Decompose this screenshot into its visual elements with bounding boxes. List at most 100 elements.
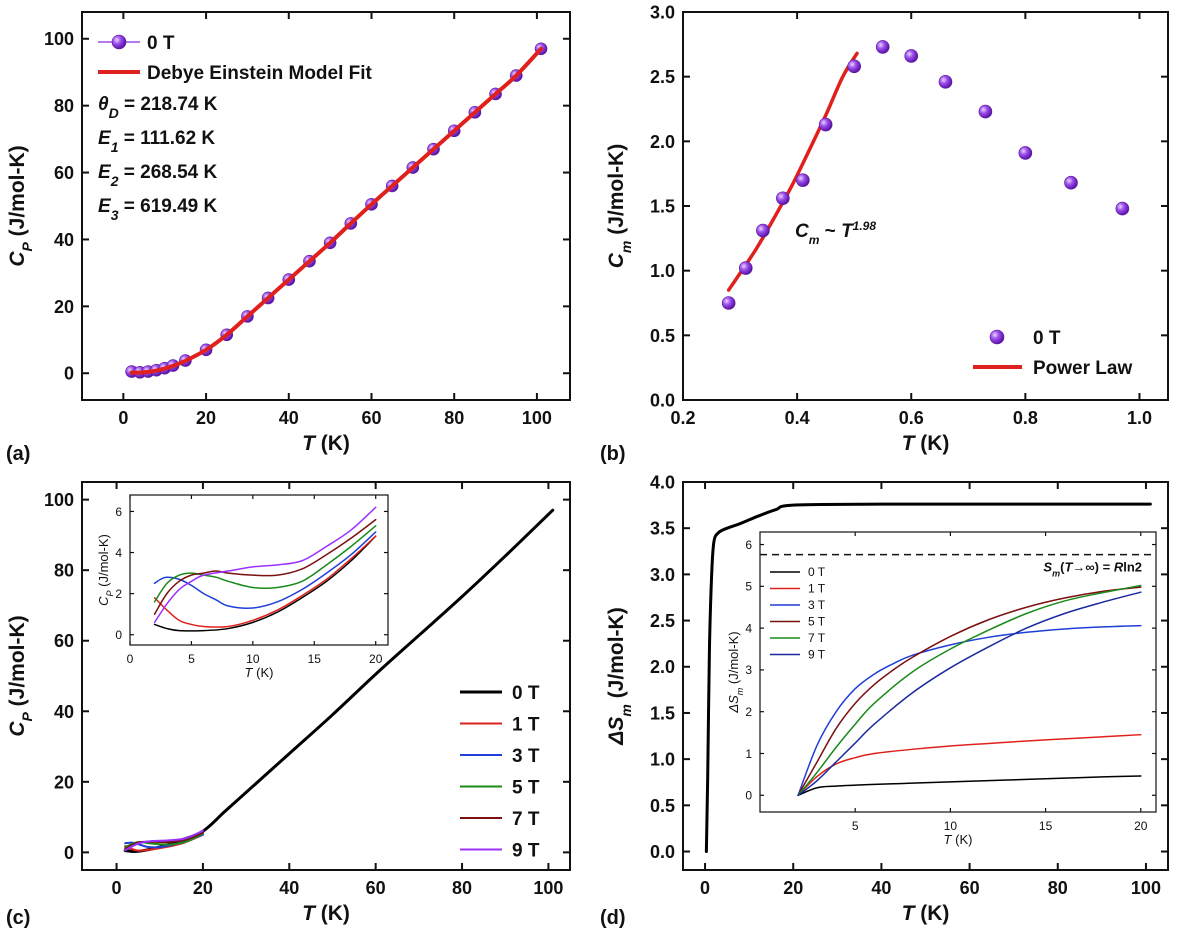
- x-tick-label: 0.6: [899, 408, 924, 428]
- inset-background: [130, 495, 388, 645]
- x-tick-label: 15: [1039, 819, 1053, 833]
- x-tick-label: 20: [196, 408, 216, 428]
- series-line: [797, 775, 1142, 797]
- parameter-annotation: θD = 218.74 K: [98, 94, 218, 121]
- plot-frame: [81, 481, 571, 871]
- series-line: [726, 51, 859, 292]
- data-point: [1064, 175, 1078, 190]
- y-tick-label: 20: [54, 297, 74, 317]
- x-tick-label: 40: [279, 878, 299, 898]
- x-axis-label: T (K): [302, 432, 350, 455]
- y-tick-label: 0: [745, 789, 752, 803]
- legend-label: 3 T: [512, 746, 540, 767]
- legend-label: 1 T: [512, 715, 540, 736]
- legend-label-fit: Debye Einstein Model Fit: [147, 63, 373, 84]
- data-point: [978, 104, 993, 119]
- y-tick-label: 6: [745, 538, 752, 552]
- series-line: [153, 535, 377, 628]
- x-axis-label: T (K): [902, 902, 950, 925]
- y-tick-label: 1.5: [650, 703, 675, 723]
- y-axis-label: ΔSm (J/mol-K): [605, 607, 634, 745]
- y-tick-label: 0: [115, 628, 122, 642]
- data-point: [938, 75, 953, 89]
- legend-marker-0T: [989, 329, 1005, 345]
- y-tick-label: 100: [44, 490, 74, 510]
- y-tick-label: 3: [745, 663, 752, 677]
- y-tick-label: 60: [54, 163, 74, 183]
- x-axis-label: T (K): [302, 902, 350, 925]
- y-tick-label: 3.0: [650, 2, 675, 22]
- x-tick-label: 80: [1048, 878, 1068, 898]
- plot-frame: [129, 494, 389, 646]
- parameter-annotation: E2 = 268.54 K: [98, 162, 218, 189]
- data-point: [796, 173, 810, 187]
- y-tick-label: 6: [115, 505, 122, 519]
- legend-label: 9 T: [512, 841, 540, 862]
- y-tick-label: 2: [115, 587, 122, 601]
- x-tick-label: 15: [308, 652, 322, 666]
- inset-legend-label: 7 T: [808, 631, 826, 645]
- y-tick-label: 40: [54, 230, 74, 250]
- x-tick-label: 40: [871, 878, 891, 898]
- inset-legend-label: 3 T: [808, 598, 826, 612]
- y-tick-label: 1: [745, 747, 752, 761]
- y-tick-label: 0.5: [650, 326, 675, 346]
- series-line: [797, 586, 1142, 797]
- x-tick-label: 0: [700, 878, 710, 898]
- panel-b: 0.2 0.4 0.6 0.8 1.0 0.0 0.5 1.0 1.5 2.0 2.5 3.0 T (K…: [600, 2, 1169, 465]
- series-line: [797, 591, 1142, 797]
- x-tick-label: 1.0: [1127, 408, 1152, 428]
- series-line: [124, 831, 204, 850]
- series-line: [129, 46, 544, 375]
- inset-legend-label: 1 T: [808, 582, 826, 596]
- y-tick-label: 2: [745, 705, 752, 719]
- x-tick-label: 60: [366, 878, 386, 898]
- inset-background: [760, 532, 1156, 812]
- legend-label: 7 T: [512, 809, 540, 830]
- x-tick-label: 80: [452, 878, 472, 898]
- legend-label: 0 T: [512, 683, 540, 704]
- data-point: [1018, 146, 1033, 160]
- x-tick-label: 20: [369, 652, 383, 666]
- x-tick-label: 0.4: [785, 408, 810, 428]
- parameter-annotation: E1 = 111.62 K: [98, 128, 215, 155]
- x-tick-label: 10: [944, 819, 958, 833]
- y-axis-label: CP (J/mol-K): [6, 145, 35, 266]
- plot-frame: [682, 11, 1169, 401]
- y-tick-label: 4: [745, 621, 752, 635]
- legend-label-0T: 0 T: [147, 33, 175, 54]
- data-point: [738, 261, 753, 275]
- power-law-annotation: Cm ~ T1.98: [795, 219, 876, 247]
- x-tick-label: 0.2: [670, 408, 695, 428]
- x-tick-label: 100: [522, 408, 552, 428]
- x-tick-label: 80: [444, 408, 464, 428]
- data-point: [847, 59, 861, 74]
- y-tick-label: 0.0: [650, 390, 675, 410]
- y-tick-label: 3.0: [650, 565, 675, 585]
- legend: 0 T 1 T 3 T 5 T 7 T 9 T: [460, 683, 540, 862]
- y-tick-label: 1.0: [650, 750, 675, 770]
- y-tick-label: 5: [745, 580, 752, 594]
- series-line: [797, 733, 1142, 797]
- panel-a: 0 20 40 60 80 100 0 20 40 60 80 100 T (K) CP (J/mol-K…: [6, 11, 571, 465]
- legend-marker-0T: [111, 34, 127, 50]
- x-tick-label: 10: [246, 652, 260, 666]
- y-tick-label: 1.0: [650, 261, 675, 281]
- y-axis-label: CP (J/mol-K): [96, 534, 115, 606]
- x-tick-label: 20: [193, 878, 213, 898]
- x-tick-label: 0.8: [1013, 408, 1038, 428]
- series-line: [153, 531, 377, 609]
- y-tick-label: 80: [54, 96, 74, 116]
- plot-frame: [682, 481, 1169, 871]
- x-tick-label: 0: [118, 408, 128, 428]
- legend: 0 T Power Law: [973, 328, 1132, 379]
- parameter-annotation: E3 = 619.49 K: [98, 196, 218, 223]
- y-tick-label: 2.0: [650, 657, 675, 677]
- y-tick-label: 2.5: [650, 67, 675, 87]
- data-point: [818, 117, 833, 132]
- series-line: [153, 535, 377, 632]
- x-axis-label: T (K): [944, 832, 973, 847]
- inset-legend-label: 0 T: [808, 565, 826, 579]
